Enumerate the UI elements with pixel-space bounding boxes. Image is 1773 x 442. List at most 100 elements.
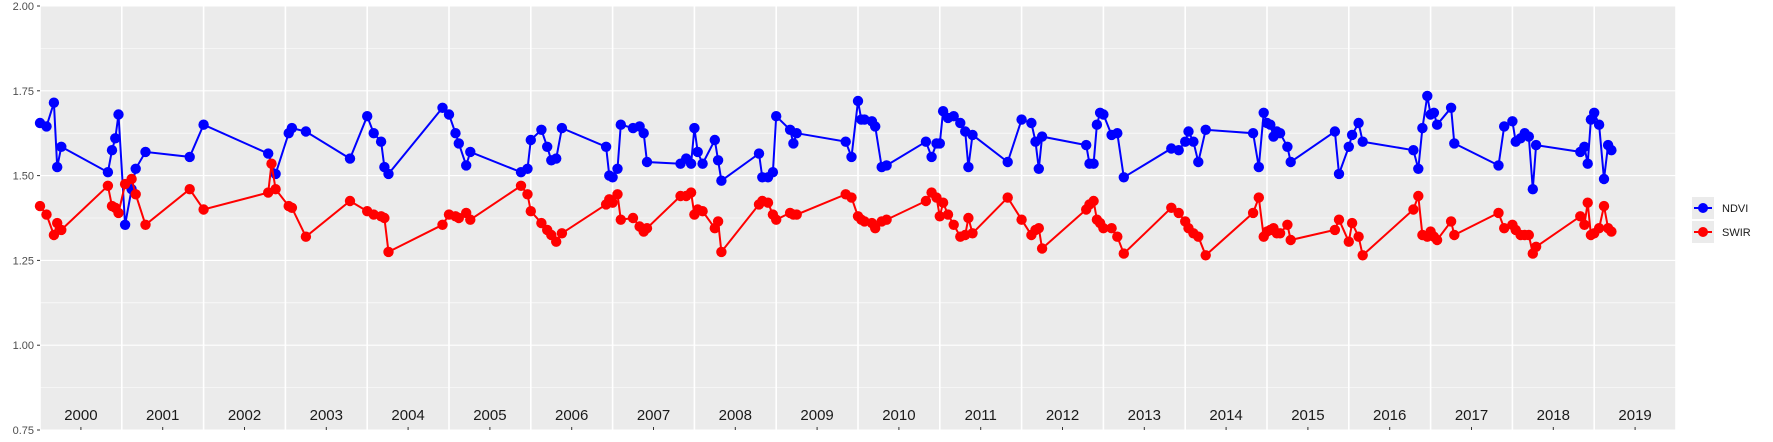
data-point-swir: [1357, 250, 1368, 261]
data-point-ndvi: [1188, 136, 1199, 147]
data-point-swir: [140, 219, 151, 230]
data-point-ndvi: [1593, 119, 1605, 130]
data-point-swir: [1413, 190, 1424, 202]
y-tick-label: 1.00: [13, 340, 34, 352]
data-point-ndvi: [102, 167, 114, 178]
data-point-ndvi: [465, 146, 476, 158]
data-point-swir: [1173, 207, 1184, 219]
data-point-swir: [1343, 236, 1355, 247]
data-point-ndvi: [1183, 126, 1194, 137]
data-point-ndvi: [198, 119, 209, 130]
data-point-swir: [1106, 223, 1117, 234]
data-point-swir: [716, 246, 727, 258]
data-point-ndvi: [641, 156, 653, 168]
y-tick-label: 1.50: [13, 171, 34, 183]
y-axis: 0.75 1.00 1.25 1.50 1.75 2.00: [13, 1, 40, 437]
data-point-ndvi: [130, 163, 141, 174]
data-point-ndvi: [753, 148, 765, 159]
data-point-ndvi: [525, 134, 536, 146]
legend-key-dot: [1698, 203, 1708, 213]
data-point-ndvi: [140, 146, 151, 158]
data-point-swir: [522, 189, 533, 200]
data-point-ndvi: [689, 122, 700, 134]
data-point-ndvi: [767, 167, 779, 178]
data-point-swir: [270, 184, 281, 195]
year-label: 2009: [800, 407, 833, 424]
data-point-swir: [762, 197, 774, 208]
data-point-swir: [56, 224, 67, 236]
data-point-ndvi: [685, 158, 697, 169]
data-point-swir: [1282, 219, 1293, 230]
x-axis: [80, 427, 1636, 430]
data-point-swir: [130, 189, 141, 200]
data-point-swir: [551, 236, 562, 247]
data-point-swir: [113, 207, 124, 219]
data-point-ndvi: [791, 128, 802, 139]
data-point-swir: [266, 158, 277, 169]
data-point-swir: [607, 197, 618, 208]
data-point-ndvi: [926, 151, 937, 163]
data-point-ndvi: [52, 161, 63, 173]
data-point-ndvi: [1036, 131, 1048, 142]
data-point-ndvi: [551, 153, 562, 164]
data-point-ndvi: [1285, 156, 1296, 168]
data-point-ndvi: [934, 138, 945, 149]
data-point-swir: [1329, 224, 1341, 236]
data-point-swir: [791, 209, 802, 220]
data-point-ndvi: [437, 102, 448, 114]
data-point-swir: [934, 211, 945, 222]
data-point-swir: [967, 228, 978, 239]
year-label: 2010: [882, 407, 915, 424]
data-point-ndvi: [263, 148, 274, 159]
data-point-ndvi: [1422, 90, 1433, 102]
legend-key-dot: [1698, 227, 1708, 237]
data-point-ndvi: [344, 153, 356, 164]
data-point-ndvi: [1282, 141, 1293, 152]
data-point-ndvi: [1265, 119, 1276, 130]
data-point-ndvi: [963, 161, 974, 173]
data-point-swir: [1593, 223, 1605, 234]
y-tick-label: 2.00: [13, 1, 34, 13]
data-point-ndvi: [383, 168, 394, 180]
data-point-swir: [1449, 229, 1460, 241]
data-point-ndvi: [1329, 126, 1341, 137]
data-point-ndvi: [443, 109, 455, 120]
data-point-ndvi: [852, 95, 864, 107]
year-label: 2016: [1373, 407, 1406, 424]
data-point-swir: [1408, 204, 1419, 215]
y-tick-label: 1.75: [13, 86, 34, 98]
data-point-swir: [1445, 216, 1457, 227]
data-point-ndvi: [846, 151, 857, 163]
data-point-ndvi: [1530, 139, 1542, 151]
year-labels: 2000 2001 2002 2003 2004 2005 2006 2007 2008 2009…: [64, 407, 1652, 424]
data-point-swir: [963, 212, 974, 224]
year-label: 2018: [1537, 407, 1570, 424]
data-point-ndvi: [638, 128, 649, 139]
data-point-ndvi: [48, 97, 60, 108]
data-point-swir: [1118, 248, 1130, 259]
data-point-ndvi: [948, 111, 959, 122]
data-point-ndvi: [1357, 136, 1368, 147]
data-point-ndvi: [556, 122, 568, 134]
data-point-swir: [300, 231, 312, 242]
legend-label-swir: SWIR: [1722, 227, 1751, 239]
data-point-ndvi: [1523, 131, 1535, 142]
data-point-swir: [1166, 202, 1177, 213]
y-tick-label: 1.25: [13, 255, 34, 267]
data-point-ndvi: [1193, 156, 1204, 168]
data-point-swir: [1098, 223, 1109, 234]
data-point-ndvi: [1002, 156, 1013, 168]
data-point-swir: [1333, 214, 1345, 225]
year-label: 2014: [1209, 407, 1242, 424]
data-point-swir: [641, 223, 653, 234]
data-point-ndvi: [119, 219, 131, 230]
data-point-ndvi: [1173, 145, 1184, 156]
data-point-ndvi: [1033, 163, 1045, 174]
data-point-ndvi: [1081, 139, 1092, 151]
data-point-ndvi: [1449, 138, 1460, 149]
data-point-ndvi: [967, 129, 978, 141]
data-point-ndvi: [1343, 141, 1355, 152]
data-point-swir: [615, 214, 626, 225]
